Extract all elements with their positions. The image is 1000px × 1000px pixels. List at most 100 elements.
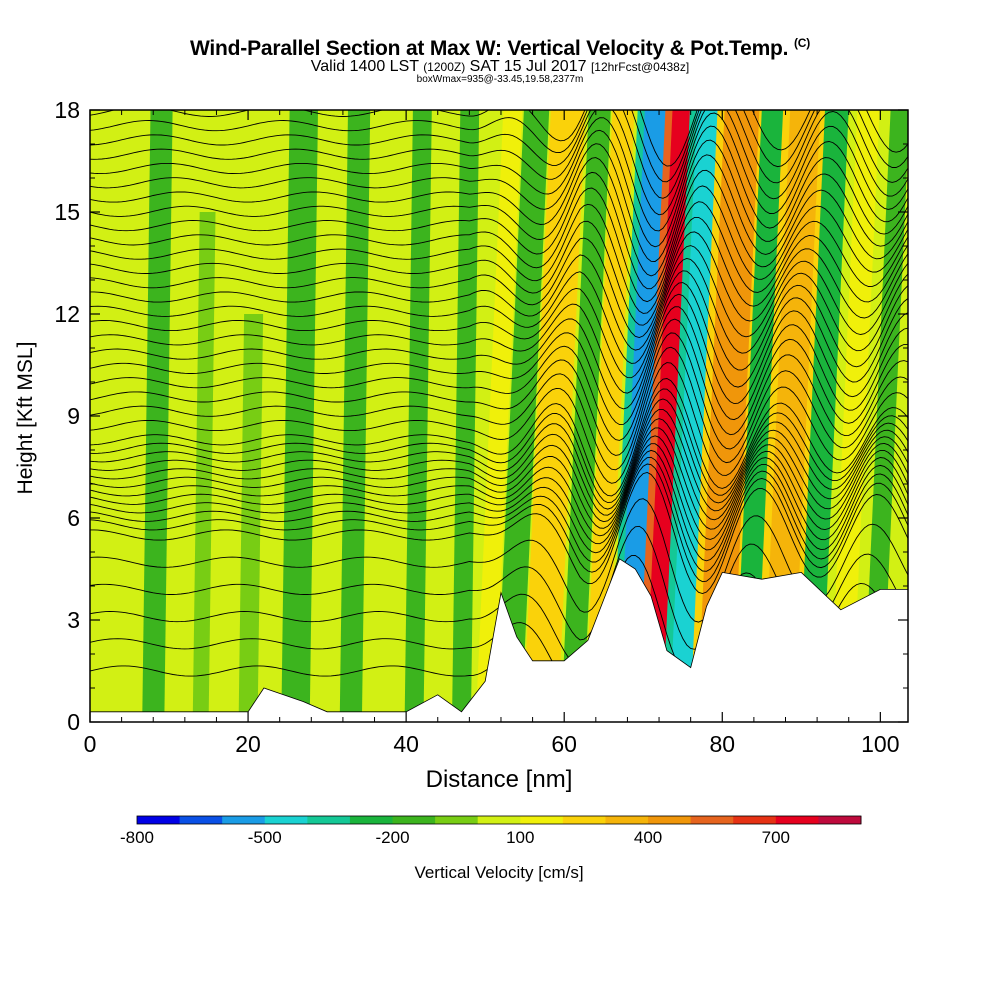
colorbar-swatch [307,816,351,824]
colorbar-swatch [775,816,819,824]
isentrope-28 [90,216,908,326]
utc-time: (1200Z) [423,60,466,74]
isentrope-23 [90,282,908,394]
colorbar-swatch [349,816,394,824]
x-tick-label: 0 [84,731,97,757]
isentrope-5 [90,472,908,594]
velocity-band-19 [829,110,880,722]
y-tick-label: 0 [67,709,80,735]
isentrope-19 [90,332,908,456]
x-tick-label: 20 [235,731,261,757]
isentrope-15 [90,388,908,504]
copyright-mark: (C) [793,36,811,50]
y-tick-label: 9 [67,403,80,429]
isentrope-39 [90,110,908,167]
isentrope-26 [90,245,908,351]
colorbar-swatch [392,816,436,824]
isentrope-11 [90,427,908,530]
velocity-band-8 [496,110,550,722]
isentrope-16 [90,378,908,497]
velocity-band-13 [644,110,693,722]
isentrope-27 [90,231,908,338]
isentrope-37 [90,110,908,199]
title-block: Wind-Parallel Section at Max W: Vertical… [0,36,1000,85]
colorbar-tick-label: -500 [247,828,282,847]
isentrope-6 [90,463,908,583]
isentrope-18 [90,346,908,471]
isentrope-13 [90,408,908,516]
isentrope-32 [90,154,908,277]
isentrope-34 [90,125,908,248]
isentrope-14 [90,398,908,510]
valid-time-line: Valid 1400 LST (1200Z) SAT 15 Jul 2017 [… [0,58,1000,76]
colorbar-swatch [605,816,649,824]
y-tick-label: 3 [67,607,80,633]
y-tick-label: 6 [67,505,80,531]
velocity-band-17 [762,110,821,722]
colorbar-swatch [648,816,692,824]
isentrope-9 [90,443,908,551]
forecast-info: [12hrFcst@0438z] [590,60,690,74]
velocity-band-2 [238,314,264,722]
y-tick-label: 15 [54,199,80,225]
isentrope-8 [90,449,908,562]
colorbar-tick-label: 400 [633,828,663,847]
colorbar-swatch [264,816,308,824]
isentrope-25 [90,258,908,364]
chart-title: Wind-Parallel Section at Max W: Vertical… [0,36,1000,61]
isentrope-21 [90,306,908,426]
isentrope-12 [90,418,908,523]
colorbar-swatch [733,816,777,824]
colorbar-tick-label: -200 [375,828,410,847]
y-tick-label: 12 [54,301,80,327]
colorbar-title: Vertical Velocity [cm/s] [414,863,584,882]
isentrope-24 [90,270,908,379]
x-tick-label: 80 [709,731,735,757]
velocity-band-11 [584,110,635,722]
colorbar-frame [136,815,862,825]
isentrope-3 [90,525,908,650]
isentrope-20 [90,318,908,441]
isentrope-4 [90,498,908,623]
isentrope-31 [90,169,908,290]
isentrope-35 [90,112,908,232]
isentrope-17 [90,362,908,484]
colorbar-swatch [562,816,606,824]
isentrope-29 [90,201,908,314]
velocity-band-9 [523,110,586,722]
isentrope-30 [90,185,908,303]
isentrope-38 [90,110,908,183]
x-tick-label: 60 [551,731,577,757]
plot-area [90,110,908,722]
colorbar-swatch [477,816,521,824]
isentrope-36 [90,110,908,216]
valid-date: SAT 15 Jul 2017 [469,58,587,75]
velocity-band-20 [863,110,908,722]
colorbar-swatch [179,816,223,824]
x-tick-label: 40 [393,731,419,757]
velocity-band-15 [697,110,760,722]
colorbar-swatch [520,816,564,824]
x-tick-label: 100 [861,731,899,757]
chart-title-text: Wind-Parallel Section at Max W: Vertical… [189,37,789,60]
box-info: boxWmax=935@-33.45,19.58,2377m [416,74,584,85]
velocity-band-14 [669,110,724,722]
colorbar-tick-label: 700 [761,828,790,847]
x-axis-title: Distance [nm] [425,766,573,793]
valid-time: Valid 1400 LST [310,58,419,75]
colorbar-swatch [222,816,266,824]
velocity-band-1 [192,212,216,722]
velocity-band-0 [142,110,173,722]
terrain [90,558,908,722]
colorbar-swatch [690,816,734,824]
colorbar-swatch [137,816,181,824]
colorbar-swatch [818,816,862,824]
isentrope-10 [90,435,908,540]
isentrope-33 [90,139,908,262]
velocity-band-5 [404,110,432,722]
y-tick-label: 18 [54,97,80,123]
colorbar-tick-label: 100 [506,828,535,847]
colorbar-swatch [435,816,479,824]
colorbar-tick-label: -800 [119,828,155,847]
